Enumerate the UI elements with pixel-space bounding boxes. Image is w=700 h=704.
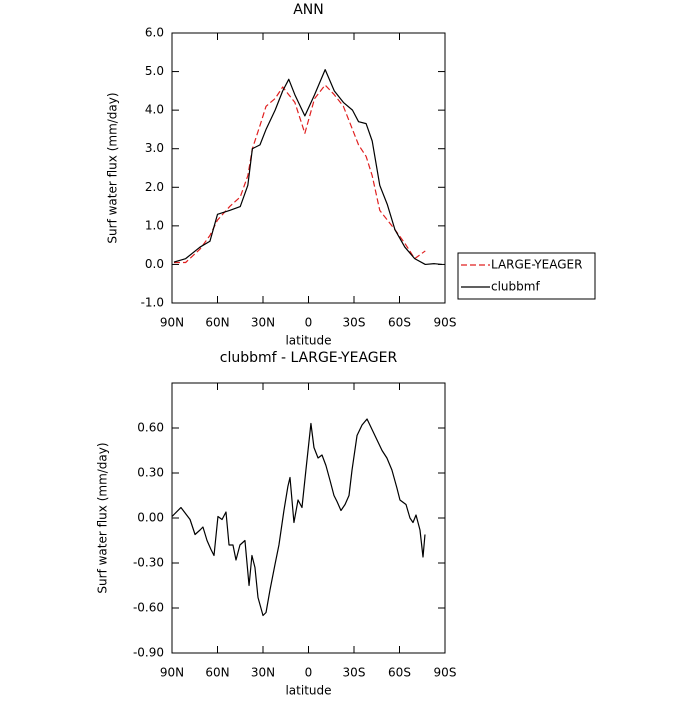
chart-title: clubbmf - LARGE-YEAGER (220, 350, 398, 366)
y-tick-label: -0.90 (133, 646, 164, 660)
y-tick-label: 0.00 (137, 511, 164, 525)
chart-title: ANN (293, 2, 324, 18)
y-tick-label: -0.30 (133, 556, 164, 570)
x-tick-label: 30S (343, 316, 366, 330)
x-tick-label: 0 (305, 666, 313, 680)
x-tick-label: 90N (160, 666, 184, 680)
y-tick-label: -0.60 (133, 601, 164, 615)
plot-frame (171, 382, 446, 654)
data-line (171, 418, 426, 617)
y-tick-label: 0.30 (137, 466, 164, 480)
y-tick-label: 3.0 (145, 141, 164, 155)
x-tick-label: 30N (251, 666, 275, 680)
y-tick-label: 5.0 (145, 64, 164, 78)
x-tick-label: 90N (160, 316, 184, 330)
x-axis-label: latitude (285, 334, 331, 348)
y-tick-label: 1.0 (145, 218, 164, 232)
x-tick-label: 90S (434, 316, 457, 330)
y-tick-label: 4.0 (145, 103, 164, 117)
x-tick-label: 30N (251, 316, 275, 330)
y-tick-label: 2.0 (145, 180, 164, 194)
y-tick-label: -1.0 (141, 296, 164, 310)
x-tick-label: 60N (205, 666, 229, 680)
legend-label: clubbmf (491, 280, 540, 294)
x-tick-label: 60S (388, 316, 411, 330)
legend-label: LARGE-YEAGER (491, 258, 582, 272)
data-line (173, 69, 443, 266)
y-axis-label: Surf water flux (mm/day) (96, 442, 110, 593)
x-tick-label: 60N (205, 316, 229, 330)
y-axis-label: Surf water flux (mm/day) (106, 92, 120, 243)
y-tick-label: 6.0 (145, 26, 164, 40)
x-axis-label: latitude (285, 684, 331, 698)
legend-box (457, 252, 596, 300)
x-tick-label: 60S (388, 666, 411, 680)
y-tick-label: 0.60 (137, 421, 164, 435)
plot-frame (171, 32, 446, 304)
data-line (173, 84, 426, 264)
x-tick-label: 0 (305, 316, 313, 330)
x-tick-label: 90S (434, 666, 457, 680)
x-tick-label: 30S (343, 666, 366, 680)
y-tick-label: 0.0 (145, 257, 164, 271)
